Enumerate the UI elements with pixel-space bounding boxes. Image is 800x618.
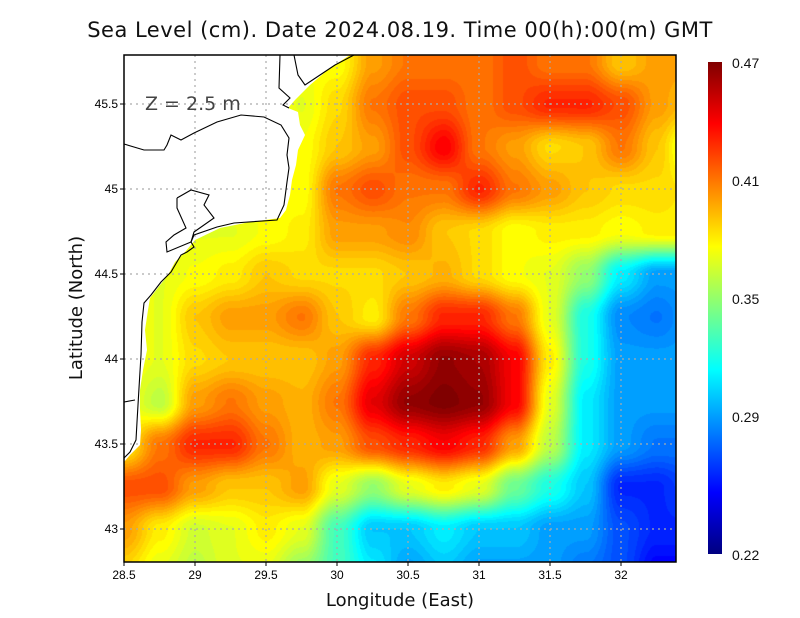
y-tick-label: 44.5 bbox=[95, 267, 119, 281]
x-tick-label: 30 bbox=[330, 568, 344, 582]
y-tick-label: 45 bbox=[105, 182, 119, 196]
x-axis-ticks: 28.5 29 29.5 30 30.5 31 31.5 32 bbox=[112, 562, 628, 582]
x-tick-label: 29.5 bbox=[254, 568, 278, 582]
colorbar-tick-label: 0.47 bbox=[732, 55, 759, 71]
plot-frame bbox=[123, 54, 677, 563]
colorbar-tick-label: 0.29 bbox=[732, 409, 759, 425]
coastline-segment bbox=[123, 114, 290, 459]
y-tick-label: 43.5 bbox=[95, 437, 119, 451]
x-tick-label: 31 bbox=[472, 568, 486, 582]
colorbar-ticks: 0.47 0.41 0.35 0.29 0.22 bbox=[732, 55, 759, 563]
depth-annotation: Z = 2.5 m bbox=[145, 93, 241, 115]
land-area bbox=[124, 55, 350, 462]
y-axis-label: Latitude (North) bbox=[66, 236, 87, 380]
coastline bbox=[123, 54, 355, 459]
chart-title: Sea Level (cm). Date 2024.08.19. Time 00… bbox=[87, 18, 713, 42]
x-axis-label: Longitude (East) bbox=[326, 590, 474, 611]
coastline-segment bbox=[123, 399, 136, 403]
colorbar-tick-label: 0.35 bbox=[732, 291, 759, 307]
x-tick-label: 30.5 bbox=[396, 568, 420, 582]
colorbar-tick-label: 0.41 bbox=[732, 173, 759, 189]
x-tick-label: 28.5 bbox=[112, 568, 136, 582]
y-tick-label: 45.5 bbox=[95, 97, 119, 111]
coastline-segment bbox=[165, 189, 215, 253]
x-tick-label: 29 bbox=[188, 568, 202, 582]
grid-lines bbox=[124, 55, 676, 562]
coastline-segment bbox=[278, 54, 291, 109]
colorbar-tick-label: 0.22 bbox=[732, 547, 759, 563]
colorbar bbox=[708, 62, 722, 554]
y-tick-label: 44 bbox=[105, 352, 119, 366]
y-tick-label: 43 bbox=[105, 522, 119, 536]
x-tick-label: 32 bbox=[614, 568, 628, 582]
x-tick-label: 31.5 bbox=[538, 568, 562, 582]
land-mask bbox=[124, 55, 350, 462]
y-axis-ticks: 45.5 45 44.5 44 43.5 43 bbox=[95, 97, 124, 536]
coastline-segment bbox=[293, 54, 355, 86]
